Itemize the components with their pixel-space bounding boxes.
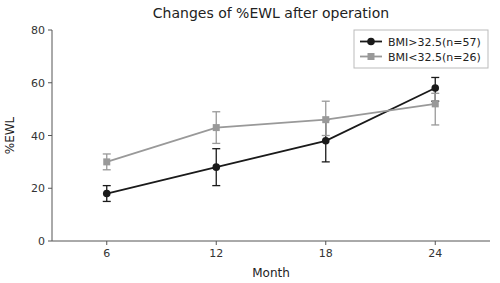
legend-label: BMI<32.5(n=26) bbox=[388, 51, 481, 64]
error-bar-stem bbox=[435, 93, 436, 125]
error-bar bbox=[212, 112, 220, 144]
series-line bbox=[107, 88, 436, 193]
y-tick-label: 60 bbox=[31, 77, 45, 90]
y-tick-label: 20 bbox=[31, 182, 45, 195]
point bbox=[103, 158, 110, 165]
title: Changes of %EWL after operation bbox=[153, 5, 389, 21]
legend-label: BMI>32.5(n=57) bbox=[388, 36, 481, 49]
legend: BMI>32.5(n=57) BMI<32.5(n=26) bbox=[354, 30, 488, 68]
x-tick-label: 24 bbox=[428, 247, 442, 260]
error-bar-cap bbox=[322, 161, 330, 162]
error-bar bbox=[212, 149, 220, 186]
error-bar-cap bbox=[431, 93, 439, 94]
x-tick bbox=[106, 241, 107, 245]
error-bar-cap bbox=[322, 101, 330, 102]
error-bar-cap bbox=[431, 124, 439, 125]
y-axis-label: %EWL bbox=[3, 116, 17, 154]
point bbox=[322, 137, 330, 145]
error-bar-cap bbox=[431, 77, 439, 78]
error-bar bbox=[103, 154, 111, 170]
x-tick-label: 18 bbox=[319, 247, 333, 260]
error-bar-cap bbox=[103, 169, 111, 170]
x-tick-label: 6 bbox=[103, 247, 110, 260]
chart: Changes of %EWL after operation 6 12 18 24 0 2… bbox=[0, 0, 500, 283]
y-tick-label: 80 bbox=[31, 24, 45, 37]
plot-area bbox=[103, 77, 440, 201]
legend-box bbox=[354, 30, 488, 68]
error-bar-cap bbox=[212, 111, 220, 112]
error-bar bbox=[322, 101, 330, 135]
x-tick bbox=[216, 241, 217, 245]
point bbox=[213, 124, 220, 131]
point bbox=[322, 116, 329, 123]
y-tick bbox=[48, 82, 52, 83]
error-bar-cap bbox=[103, 153, 111, 154]
error-bar-cap bbox=[322, 135, 330, 136]
y-tick-label: 0 bbox=[38, 235, 45, 248]
point bbox=[103, 190, 111, 198]
x-axis-label: Month bbox=[252, 266, 290, 280]
y-tick bbox=[48, 30, 52, 31]
error-bar-cap bbox=[212, 143, 220, 144]
x-tick bbox=[325, 241, 326, 245]
y-tick bbox=[48, 241, 52, 242]
legend-marker bbox=[367, 38, 375, 46]
error-bar-cap bbox=[212, 148, 220, 149]
x-axis-line bbox=[52, 241, 490, 242]
x-tick bbox=[435, 241, 436, 245]
point bbox=[432, 100, 439, 107]
error-bar-cap bbox=[103, 201, 111, 202]
error-bar bbox=[431, 93, 439, 125]
y-tick bbox=[48, 135, 52, 136]
x-tick-label: 12 bbox=[209, 247, 223, 260]
point bbox=[212, 163, 220, 171]
error-bar-cap bbox=[103, 185, 111, 186]
error-bar-cap bbox=[212, 185, 220, 186]
series-line bbox=[107, 104, 436, 162]
legend-marker bbox=[368, 53, 375, 60]
y-tick-label: 40 bbox=[31, 130, 45, 143]
error-bar bbox=[103, 186, 111, 202]
y-tick bbox=[48, 188, 52, 189]
point bbox=[431, 84, 439, 92]
